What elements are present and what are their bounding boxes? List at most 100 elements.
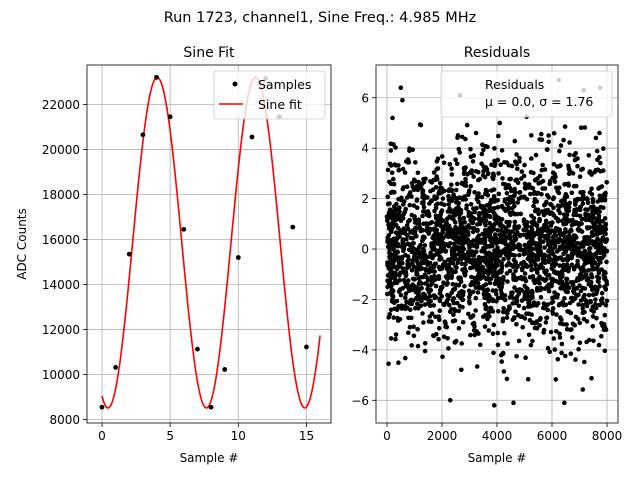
residual-point <box>552 294 557 300</box>
residual-point <box>447 206 452 211</box>
residual-point <box>451 312 456 318</box>
residuals-xtick-label: 4000 <box>482 429 513 443</box>
residual-point <box>557 148 562 154</box>
residual-point <box>519 169 525 174</box>
residual-point <box>414 272 419 277</box>
residual-point <box>530 303 536 308</box>
residual-point <box>496 309 501 314</box>
residual-point <box>478 269 483 274</box>
residual-point <box>492 216 498 221</box>
residual-point <box>491 224 496 229</box>
residual-point <box>597 218 602 223</box>
residual-point <box>503 246 508 252</box>
residual-point <box>440 189 446 195</box>
residual-point <box>486 328 492 333</box>
residual-point <box>400 186 406 192</box>
residual-point <box>573 151 578 156</box>
residual-point <box>548 329 554 335</box>
residual-point <box>423 281 429 286</box>
residual-point <box>581 296 586 301</box>
sine-fit-ytick-label: 18000 <box>42 188 80 202</box>
residual-point <box>469 274 474 280</box>
residual-point <box>598 204 603 210</box>
residual-point <box>546 133 551 138</box>
residual-point <box>392 300 397 306</box>
residual-point <box>430 187 436 192</box>
residual-point <box>483 191 488 196</box>
residual-point <box>595 167 601 173</box>
residual-point <box>551 195 557 200</box>
residual-point <box>453 232 458 237</box>
residual-point <box>523 223 528 229</box>
residual-point <box>472 190 477 195</box>
residual-point <box>500 350 506 356</box>
residual-point <box>597 259 603 264</box>
residual-point <box>515 263 520 269</box>
residual-point <box>390 115 395 121</box>
residual-point <box>433 185 439 190</box>
residuals-xtick-label: 8000 <box>592 429 623 443</box>
residual-point <box>411 185 417 191</box>
residual-point <box>515 287 520 293</box>
residual-point <box>405 219 411 224</box>
residual-point <box>528 342 534 348</box>
residual-point <box>558 199 564 204</box>
residual-point <box>586 153 592 158</box>
residual-point <box>505 311 510 316</box>
residual-point <box>489 308 494 314</box>
residual-point <box>578 196 583 202</box>
residual-point <box>407 202 413 208</box>
residual-point <box>551 264 557 269</box>
sine-fit-xtick-label: 5 <box>166 429 174 443</box>
residual-point <box>444 299 450 305</box>
residual-point <box>593 225 599 231</box>
residual-point <box>401 246 407 252</box>
residual-point <box>495 342 501 348</box>
residual-point <box>593 245 599 250</box>
sample-point <box>167 114 173 120</box>
residual-point <box>489 236 495 241</box>
residual-point <box>602 198 608 203</box>
residual-point <box>437 213 443 218</box>
residual-point <box>391 204 397 209</box>
residual-point <box>385 260 390 265</box>
residual-point <box>501 293 507 299</box>
residual-point <box>395 243 401 249</box>
residual-point <box>513 190 518 195</box>
residual-point <box>453 220 458 225</box>
residual-point <box>582 261 587 267</box>
residual-point <box>593 135 599 141</box>
residual-point <box>576 347 581 352</box>
residual-point <box>504 376 510 382</box>
residual-point <box>446 346 451 351</box>
residuals-xtick-label: 2000 <box>427 429 458 443</box>
residual-point <box>511 400 516 406</box>
residual-point <box>515 166 520 172</box>
sine-fit-xlabel: Sample # <box>180 451 239 465</box>
residual-point <box>469 314 474 320</box>
residual-point <box>557 275 563 280</box>
residual-point <box>440 354 445 360</box>
residual-point <box>518 211 524 217</box>
residual-point <box>595 232 600 237</box>
residual-point <box>464 122 470 128</box>
residual-point <box>534 199 540 204</box>
residual-point <box>602 269 607 275</box>
residual-point <box>421 196 427 201</box>
residual-point <box>433 213 439 218</box>
residual-point <box>421 260 427 266</box>
residual-point <box>491 403 497 408</box>
residual-point <box>513 268 518 274</box>
residual-point <box>514 152 519 157</box>
residual-point <box>461 215 467 221</box>
residual-point <box>569 262 575 268</box>
residual-point <box>417 244 422 250</box>
residual-point <box>435 156 441 161</box>
sine-fit-line <box>101 76 321 409</box>
residuals-ytick-label: −6 <box>351 394 369 408</box>
legend-sine-fit-label: Sine fit <box>258 97 302 112</box>
residual-point <box>426 289 432 295</box>
residual-point <box>458 246 463 252</box>
residual-point <box>397 287 403 292</box>
residual-point <box>554 312 559 317</box>
